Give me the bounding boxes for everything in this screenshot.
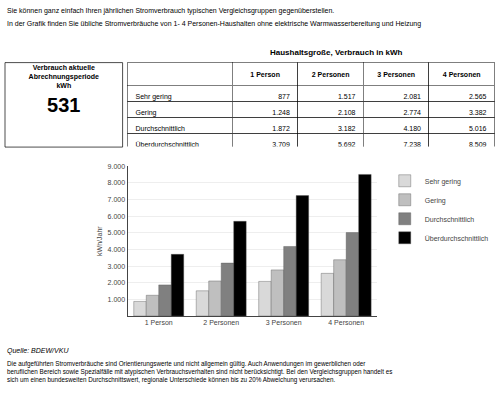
svg-text:3.000: 3.000	[108, 263, 126, 270]
svg-text:3 Personen: 3 Personen	[377, 71, 415, 78]
svg-text:3 Personen: 3 Personen	[266, 319, 302, 326]
svg-text:7.000: 7.000	[108, 196, 126, 203]
svg-text:4.000: 4.000	[108, 246, 126, 253]
svg-text:2 Personen: 2 Personen	[312, 71, 350, 78]
svg-text:2 Personen: 2 Personen	[203, 319, 239, 326]
svg-text:5.000: 5.000	[108, 229, 126, 236]
svg-text:1.872: 1.872	[272, 125, 290, 132]
svg-text:877: 877	[278, 93, 290, 100]
svg-text:3.182: 3.182	[338, 125, 356, 132]
svg-text:1.248: 1.248	[272, 109, 290, 116]
svg-text:9.000: 9.000	[108, 163, 126, 170]
svg-text:8.509: 8.509	[469, 141, 487, 147]
svg-text:Verbrauch aktuelleAbrechnungsp: Verbrauch aktuelleAbrechnungsperiodekWh	[29, 64, 100, 89]
svg-text:Sie können ganz einfach Ihren: Sie können ganz einfach Ihren jährlichen…	[7, 7, 334, 15]
svg-text:Sehr gering: Sehr gering	[425, 178, 461, 186]
svg-text:1.000: 1.000	[108, 296, 126, 303]
svg-text:4 Personen: 4 Personen	[328, 319, 364, 326]
svg-text:1.517: 1.517	[338, 93, 356, 100]
svg-text:4.180: 4.180	[403, 125, 421, 132]
svg-text:Die aufgeführten Stromverbräuc: Die aufgeführten Stromverbräuche sind Or…	[7, 360, 392, 384]
svg-text:Quelle: BDEW/VKU: Quelle: BDEW/VKU	[7, 347, 69, 355]
svg-text:Überdurchschnittlich: Überdurchschnittlich	[136, 141, 200, 147]
svg-text:Durchschnittlich: Durchschnittlich	[136, 125, 186, 132]
svg-text:Sehr gering: Sehr gering	[136, 93, 172, 101]
svg-text:1 Person: 1 Person	[145, 319, 173, 326]
svg-text:2.565: 2.565	[469, 93, 487, 100]
svg-text:1 Person: 1 Person	[250, 71, 280, 78]
svg-text:Durchschnittlich: Durchschnittlich	[425, 216, 475, 223]
svg-text:3.382: 3.382	[469, 109, 487, 116]
svg-text:8.000: 8.000	[108, 179, 126, 186]
svg-text:2.774: 2.774	[403, 109, 421, 116]
svg-text:5.016: 5.016	[469, 125, 487, 132]
svg-text:Überdurchschnittlich: Überdurchschnittlich	[425, 235, 489, 242]
svg-text:2.081: 2.081	[403, 93, 421, 100]
svg-text:2.108: 2.108	[338, 109, 356, 116]
svg-text:5.692: 5.692	[338, 141, 356, 147]
svg-text:2.000: 2.000	[108, 279, 126, 286]
svg-text:Haushaltsgroße, Verbrauch in k: Haushaltsgroße, Verbrauch in kWh	[270, 48, 403, 57]
svg-text:531: 531	[47, 94, 80, 116]
svg-text:kWh/Jahr: kWh/Jahr	[96, 226, 103, 256]
svg-text:4 Personen: 4 Personen	[443, 71, 481, 78]
svg-text:Gering: Gering	[425, 197, 446, 205]
svg-text:In der Grafik finden Sie üblic: In der Grafik finden Sie übliche Stromve…	[7, 20, 421, 28]
svg-text:6.000: 6.000	[108, 213, 126, 220]
svg-text:Gering: Gering	[136, 109, 157, 117]
svg-text:7.238: 7.238	[403, 141, 421, 147]
svg-text:3.709: 3.709	[272, 141, 290, 147]
